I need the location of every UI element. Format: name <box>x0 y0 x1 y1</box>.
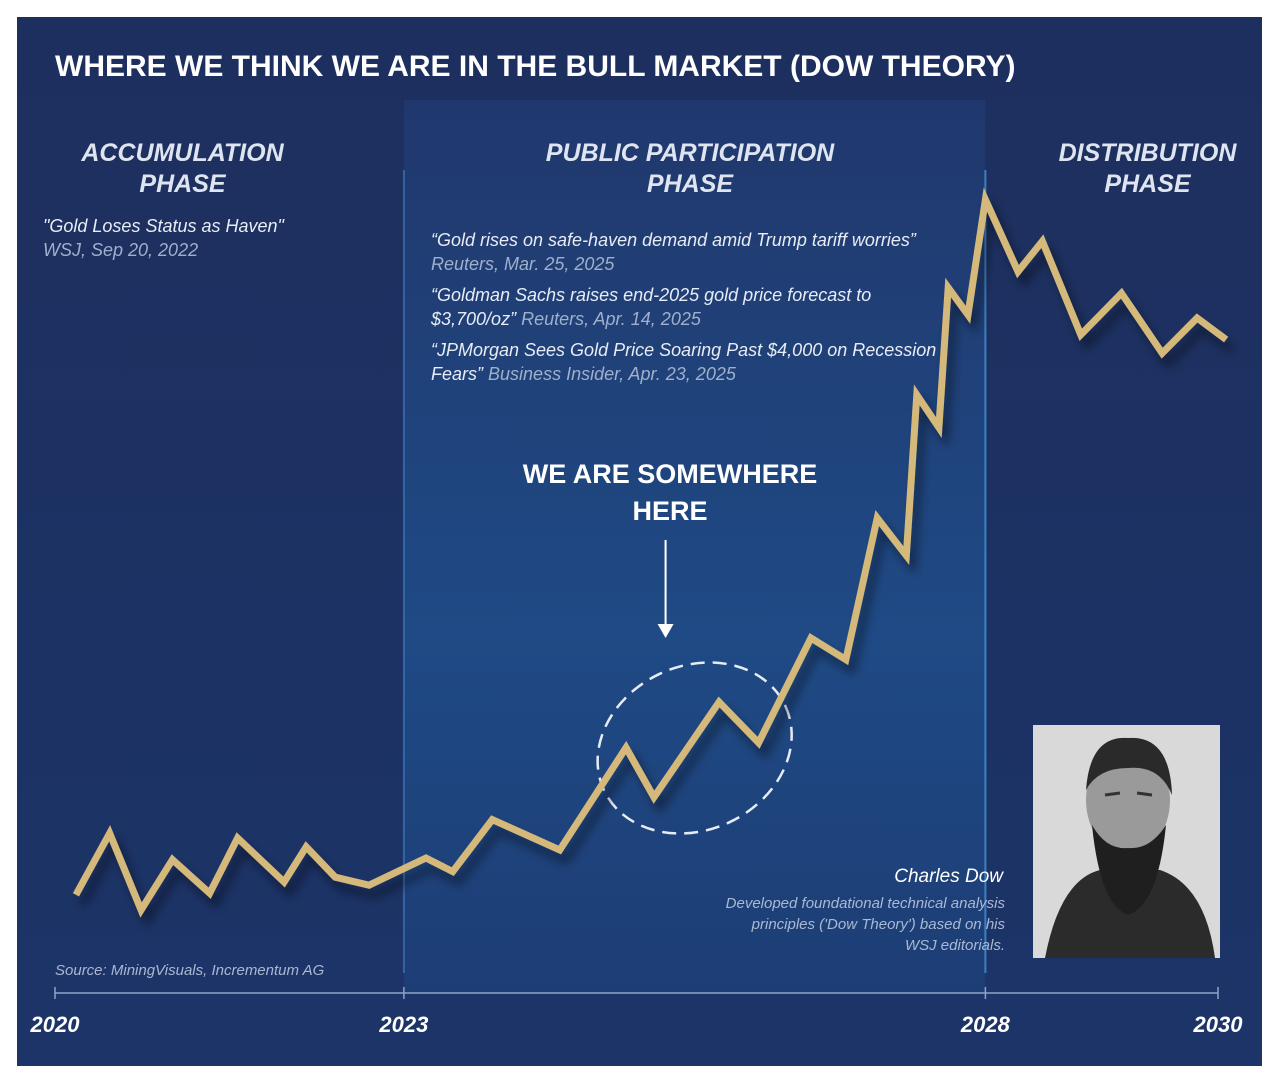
phase-label: DISTRIBUTION PHASE <box>1058 139 1237 198</box>
chart-title: WHERE WE THINK WE ARE IN THE BULL MARKET… <box>55 50 1016 83</box>
headline-quote: “Gold rises on safe-haven demand amid Tr… <box>431 230 916 250</box>
headline-quote: "Gold Loses Status as Haven" <box>43 216 284 236</box>
phase-label: ACCUMULATION PHASE <box>81 139 284 198</box>
headline: “JPMorgan Sees Gold Price Soaring Past $… <box>431 338 941 386</box>
source: Source: MiningVisuals, Incrementum AG <box>55 962 325 979</box>
x-tick-label: 2020 <box>30 1012 80 1037</box>
arrow-head <box>657 624 674 638</box>
headline: "Gold Loses Status as Haven" WSJ, Sep 20,… <box>43 214 343 262</box>
headline-source: WSJ, Sep 20, 2022 <box>43 240 199 260</box>
highlight-ellipse <box>596 661 793 835</box>
phase-band <box>403 100 986 993</box>
x-tick-label: 2023 <box>379 1012 429 1037</box>
headline-source: Reuters, Mar. 25, 2025 <box>431 254 615 274</box>
headline-source: Business Insider, Apr. 23, 2025 <box>488 364 736 384</box>
price-line <box>72 187 1229 918</box>
portrait-name: Charles Dow <box>894 866 1003 887</box>
portrait <box>1033 725 1220 958</box>
headline-source: Reuters, Apr. 14, 2025 <box>521 309 701 329</box>
headline: “Gold rises on safe-haven demand amid Tr… <box>431 228 931 276</box>
headline-quote: “Goldman Sachs raises end-2025 gold pric… <box>431 285 872 329</box>
headline: “Goldman Sachs raises end-2025 gold pric… <box>431 283 941 331</box>
phase-label: PUBLIC PARTICIPATION PHASE <box>545 139 835 198</box>
portrait-caption: Developed foundational technical analysi… <box>725 895 1005 954</box>
headline-quote: “JPMorgan Sees Gold Price Soaring Past $… <box>431 340 937 384</box>
x-tick-label: 2028 <box>960 1012 1010 1037</box>
x-tick-label: 2030 <box>1193 1012 1243 1037</box>
callout: WE ARE SOMEWHERE HERE <box>522 459 818 526</box>
